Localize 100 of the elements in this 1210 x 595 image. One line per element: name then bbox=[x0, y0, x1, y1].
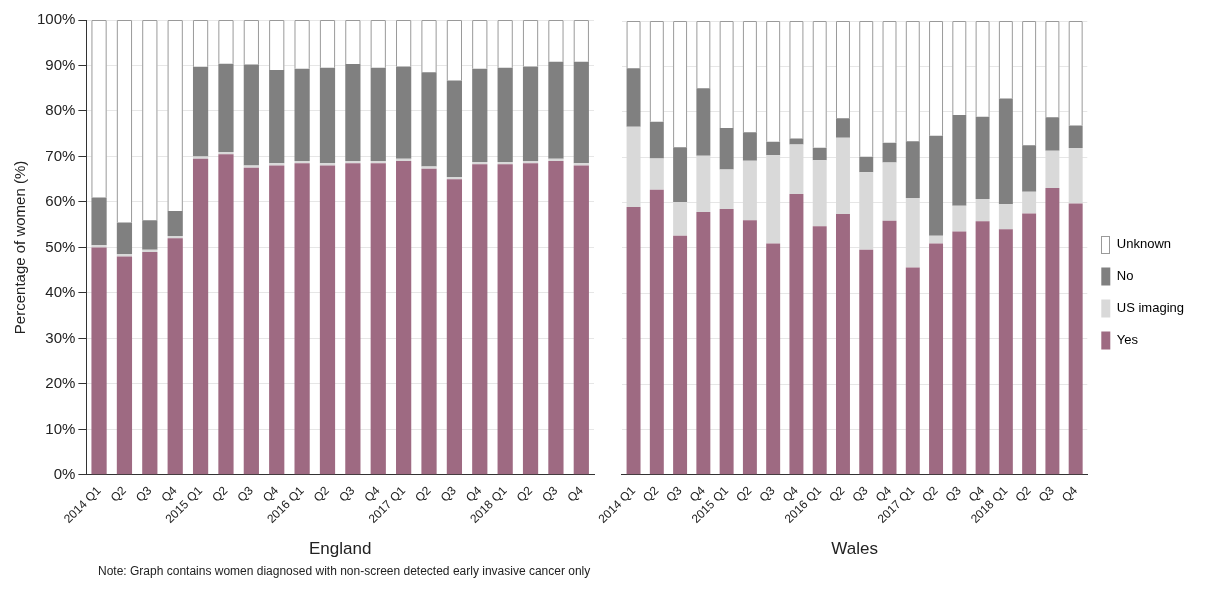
x-tick-label: Q3 bbox=[1035, 483, 1058, 505]
bar bbox=[192, 156, 209, 159]
bar bbox=[952, 231, 967, 475]
x-tick-label: Q2 bbox=[209, 483, 231, 505]
x-tick-label: Q4 bbox=[1058, 483, 1081, 505]
bar bbox=[742, 132, 757, 161]
bar bbox=[370, 67, 386, 162]
bar bbox=[952, 114, 967, 206]
bar bbox=[859, 249, 874, 475]
bar bbox=[1022, 213, 1037, 475]
bar bbox=[319, 165, 336, 475]
bar bbox=[882, 220, 897, 475]
bar bbox=[573, 61, 589, 164]
bar bbox=[573, 163, 589, 166]
x-tick-label: Q2 bbox=[310, 483, 333, 505]
bar bbox=[742, 160, 757, 221]
y-axis-title: Percentage of women (%) bbox=[11, 160, 29, 335]
x-axis-title: Wales bbox=[831, 539, 878, 559]
bar bbox=[218, 63, 234, 152]
y-tick-label: 100% bbox=[36, 10, 76, 28]
bar bbox=[859, 156, 874, 173]
x-axis-title: England bbox=[308, 539, 372, 559]
y-tick-label: 60% bbox=[45, 192, 76, 210]
bar bbox=[882, 142, 897, 163]
bar bbox=[719, 169, 734, 209]
bar bbox=[812, 226, 827, 475]
bar bbox=[905, 141, 920, 199]
x-tick-label: Q3 bbox=[234, 483, 257, 505]
bar bbox=[548, 61, 564, 159]
bar bbox=[522, 66, 539, 162]
bar bbox=[142, 220, 158, 250]
bar bbox=[319, 163, 336, 166]
bar bbox=[345, 163, 361, 475]
bar bbox=[719, 208, 734, 475]
bar bbox=[766, 155, 781, 244]
bar bbox=[719, 128, 734, 170]
bar bbox=[673, 147, 688, 203]
bar bbox=[91, 245, 107, 248]
x-tick-label: Q3 bbox=[539, 483, 561, 505]
bar bbox=[421, 166, 437, 169]
bar bbox=[673, 202, 688, 236]
x-tick-label: Q3 bbox=[663, 483, 685, 505]
x-tick-label: Q2 bbox=[826, 483, 848, 505]
bar bbox=[192, 66, 209, 157]
bar bbox=[116, 256, 133, 475]
bar bbox=[975, 116, 990, 199]
bar bbox=[905, 198, 920, 268]
bar bbox=[789, 144, 804, 194]
bar bbox=[548, 158, 564, 162]
bar bbox=[548, 161, 564, 475]
bar bbox=[975, 221, 990, 475]
bar bbox=[696, 212, 711, 475]
bar bbox=[421, 168, 437, 475]
y-tick-label: 30% bbox=[45, 328, 76, 346]
bar bbox=[696, 88, 711, 156]
bar bbox=[142, 251, 158, 475]
x-tick-label: Q4 bbox=[463, 483, 485, 505]
x-tick-label: Q4 bbox=[361, 483, 383, 505]
x-tick-label: Q3 bbox=[942, 483, 965, 505]
y-tick-label: 20% bbox=[45, 374, 76, 392]
bar bbox=[1068, 125, 1083, 149]
x-tick-label: Q3 bbox=[437, 483, 460, 505]
bar bbox=[218, 151, 234, 155]
bar bbox=[929, 243, 944, 475]
x-tick-label: Q3 bbox=[849, 483, 871, 505]
text: Note: Graph contains women diagnosed with non-screen detected early invasive cancer only bbox=[98, 564, 592, 578]
bar bbox=[396, 66, 412, 159]
x-tick-label: Q3 bbox=[133, 483, 155, 505]
y-tick-label: 50% bbox=[45, 237, 76, 255]
y-tick-label: 90% bbox=[45, 55, 76, 73]
bar bbox=[370, 163, 386, 475]
x-tick-label: Q2 bbox=[733, 483, 755, 505]
bar bbox=[859, 172, 874, 250]
bar bbox=[243, 64, 259, 166]
bar bbox=[269, 70, 285, 164]
bar bbox=[167, 238, 183, 475]
bar bbox=[218, 154, 234, 475]
bar bbox=[421, 72, 437, 167]
bar bbox=[766, 243, 781, 475]
bar bbox=[497, 164, 513, 475]
y-tick-label: 40% bbox=[45, 283, 76, 301]
bar bbox=[649, 189, 664, 475]
bar bbox=[1068, 148, 1083, 204]
x-tick-label: Q3 bbox=[756, 483, 778, 505]
bar bbox=[91, 197, 107, 246]
text: Unknown bbox=[1116, 236, 1172, 252]
bar bbox=[998, 98, 1013, 205]
y-tick-label: 70% bbox=[45, 146, 76, 164]
y-tick-label: 80% bbox=[45, 101, 76, 119]
x-tick-label: Q2 bbox=[412, 483, 434, 505]
bar bbox=[836, 213, 850, 475]
legend-label: Yes bbox=[1116, 332, 1139, 348]
bar bbox=[626, 126, 641, 208]
x-tick-label: Q2 bbox=[107, 483, 130, 505]
bar bbox=[766, 141, 781, 156]
bar bbox=[998, 204, 1013, 230]
legend-label: No bbox=[1116, 268, 1134, 284]
bar bbox=[269, 165, 285, 475]
bar bbox=[319, 67, 336, 164]
bar bbox=[882, 162, 897, 221]
